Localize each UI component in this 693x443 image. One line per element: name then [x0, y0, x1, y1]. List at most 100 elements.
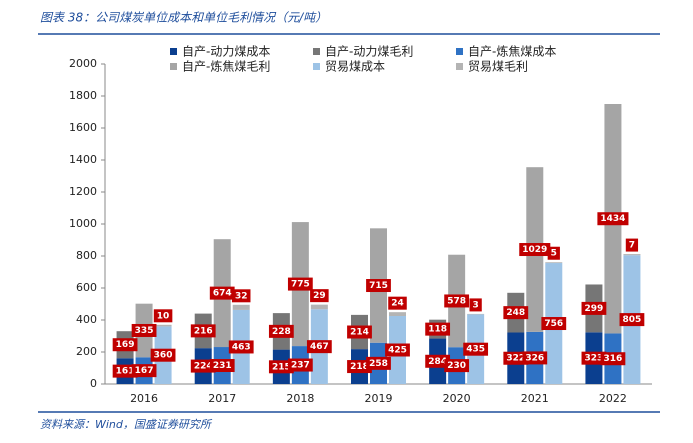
data-label: 231: [213, 361, 232, 371]
data-label-box: [597, 212, 629, 226]
data-label: 258: [369, 359, 388, 369]
data-label: 230: [447, 361, 466, 371]
data-label: 463: [232, 342, 251, 352]
data-label-box: [425, 354, 451, 368]
data-label: 10: [157, 311, 170, 321]
data-label-box: [112, 338, 138, 352]
data-label-box: [231, 289, 251, 303]
data-label-box: [131, 364, 157, 378]
data-label-box: [366, 279, 391, 293]
data-label: 805: [623, 315, 642, 325]
legend-label: 自产-炼焦煤成本: [468, 44, 556, 59]
data-label: 214: [350, 328, 369, 338]
y-tick-label: 800: [76, 249, 97, 262]
data-label: 24: [391, 299, 404, 309]
x-tick-label: 2016: [130, 392, 158, 405]
data-label: 167: [135, 366, 154, 376]
bar-segment: [623, 254, 641, 256]
data-label: 237: [291, 361, 310, 371]
source: 资料来源：Wind，国盛证券研究所: [40, 418, 213, 431]
data-label: 215: [272, 362, 291, 372]
y-tick-label: 1600: [69, 121, 97, 134]
data-label-box: [287, 358, 313, 372]
y-tick-label: 1800: [69, 89, 97, 102]
data-label: 5: [551, 249, 557, 259]
data-label: 1434: [600, 214, 625, 224]
data-label: 360: [154, 351, 173, 361]
data-label: 467: [310, 342, 329, 352]
legend-label: 贸易煤毛利: [468, 60, 528, 74]
data-label-box: [425, 322, 451, 336]
data-label: 674: [213, 289, 232, 299]
data-label-box: [519, 243, 551, 257]
data-label: 169: [116, 340, 135, 350]
y-tick-label: 1000: [69, 217, 97, 230]
data-label: 322: [506, 354, 525, 364]
y-tick-label: 1200: [69, 185, 97, 198]
data-label-box: [503, 306, 529, 320]
data-label-box: [581, 351, 607, 365]
data-label-box: [268, 360, 294, 374]
legend-swatch: [170, 48, 177, 55]
data-label: 1029: [522, 245, 547, 255]
data-label: 3: [473, 300, 479, 310]
y-tick-label: 2000: [69, 57, 97, 70]
data-label: 323: [585, 354, 604, 364]
x-tick-label: 2022: [599, 392, 627, 405]
legend-swatch: [313, 48, 320, 55]
data-label: 118: [428, 325, 447, 335]
legend-label: 自产-炼焦煤毛利: [182, 59, 270, 74]
data-label: 435: [466, 345, 485, 355]
data-label-box: [581, 301, 607, 315]
legend-swatch: [456, 48, 463, 55]
data-label: 425: [388, 346, 407, 356]
y-tick-label: 1400: [69, 153, 97, 166]
chart-title: 图表 38：公司煤炭单位成本和单位毛利情况（元/吨）: [40, 11, 327, 25]
legend-swatch: [313, 63, 320, 70]
data-label-box: [190, 324, 216, 338]
data-label-box: [190, 359, 216, 373]
x-tick-label: 2019: [365, 392, 393, 405]
data-label-box: [366, 356, 391, 370]
data-label-box: [310, 289, 329, 303]
data-label-box: [541, 317, 567, 331]
data-label: 224: [194, 362, 213, 372]
data-label: 248: [506, 308, 525, 318]
data-label-box: [463, 342, 489, 356]
y-tick-label: 200: [76, 345, 97, 358]
bar-segment: [154, 324, 172, 327]
data-label: 32: [235, 291, 248, 301]
data-label: 228: [272, 327, 291, 337]
data-label: 7: [629, 241, 635, 251]
y-tick-label: 600: [76, 281, 97, 294]
data-label-box: [444, 359, 470, 373]
data-label-box: [388, 296, 407, 310]
data-label-box: [385, 343, 410, 357]
bar-segment: [232, 304, 250, 310]
data-label: 218: [350, 362, 369, 372]
bar-segment: [389, 312, 406, 316]
data-label-box: [228, 340, 254, 354]
data-label: 326: [525, 353, 544, 363]
data-label-box: [153, 309, 173, 323]
bar-segment: [310, 304, 328, 310]
data-label-box: [347, 325, 372, 339]
data-label-box: [619, 313, 645, 327]
data-label-box: [209, 359, 235, 373]
data-label-box: [625, 238, 639, 252]
data-label: 299: [585, 304, 604, 314]
bar-segment: [545, 262, 563, 264]
legend-label: 自产-动力煤毛利: [325, 45, 413, 59]
legend-label: 自产-动力煤成本: [182, 45, 270, 59]
data-label: 316: [604, 354, 623, 364]
data-label: 335: [135, 326, 154, 336]
data-label: 284: [428, 357, 447, 367]
data-label-box: [287, 277, 313, 291]
data-label-box: [112, 364, 138, 378]
data-label-box: [469, 298, 482, 312]
data-label-box: [444, 294, 470, 308]
data-label-box: [503, 351, 529, 365]
data-label-box: [347, 360, 372, 374]
data-label-box: [547, 246, 560, 260]
